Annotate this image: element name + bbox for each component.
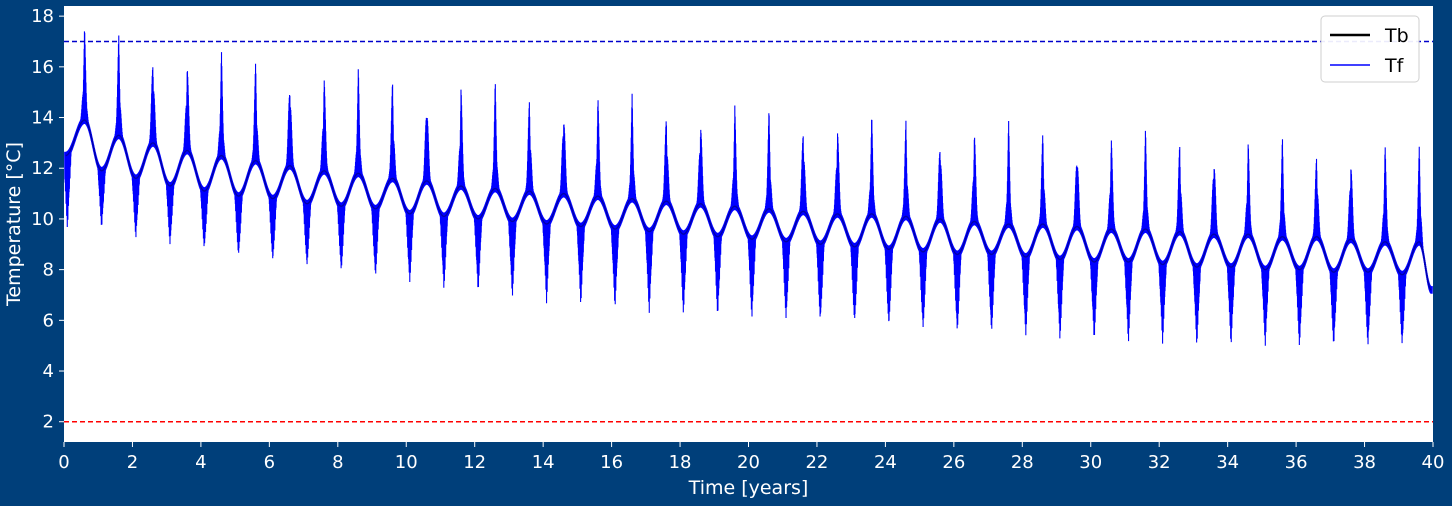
x-tick-label: 26 [942, 452, 965, 473]
x-tick-label: 6 [264, 452, 275, 473]
legend: Tb Tf [1320, 15, 1420, 83]
x-tick-label: 16 [600, 452, 623, 473]
x-tick-label: 24 [874, 452, 897, 473]
x-tick-label: 4 [195, 452, 206, 473]
series-line-tf [64, 31, 1433, 346]
x-tick-label: 10 [395, 452, 418, 473]
legend-label-tb: Tb [1384, 25, 1409, 47]
y-tick-label: 2 [43, 412, 54, 433]
x-tick-label: 32 [1148, 452, 1171, 473]
y-tick-label: 6 [43, 310, 54, 331]
x-tick-label: 22 [805, 452, 828, 473]
x-tick-label: 36 [1285, 452, 1308, 473]
x-tick-label: 20 [737, 452, 760, 473]
x-tick-label: 2 [127, 452, 138, 473]
plot-area [64, 6, 1433, 442]
x-tick-label: 18 [669, 452, 692, 473]
series-line-tb [65, 119, 1432, 291]
x-tick-label: 28 [1011, 452, 1034, 473]
x-tick-label: 30 [1079, 452, 1102, 473]
y-tick-label: 8 [43, 260, 54, 281]
reference-lines [64, 40, 1433, 423]
axes: 0 2 4 6 8 10 12 14 16 18 20 22 24 26 28 30 32 34 36 38 40246… [31, 6, 1444, 473]
x-tick-label: 34 [1216, 452, 1239, 473]
y-tick-label: 14 [31, 108, 54, 129]
legend-label-tf: Tf [1384, 55, 1405, 77]
y-tick-label: 4 [43, 361, 54, 382]
x-tick-label: 8 [332, 452, 343, 473]
series-layer [64, 31, 1433, 346]
x-axis-label: Time [years] [688, 477, 809, 499]
x-tick-label: 14 [532, 452, 555, 473]
x-tick-label: 12 [463, 452, 486, 473]
y-axis-label: Temperature [°C] [3, 142, 25, 307]
y-tick-label: 10 [31, 209, 54, 230]
y-tick-label: 12 [31, 158, 54, 179]
x-tick-label: 0 [58, 452, 69, 473]
y-tick-label: 18 [31, 6, 54, 27]
y-tick-label: 16 [31, 57, 54, 78]
x-tick-label: 38 [1353, 452, 1376, 473]
x-tick-label: 40 [1422, 452, 1445, 473]
